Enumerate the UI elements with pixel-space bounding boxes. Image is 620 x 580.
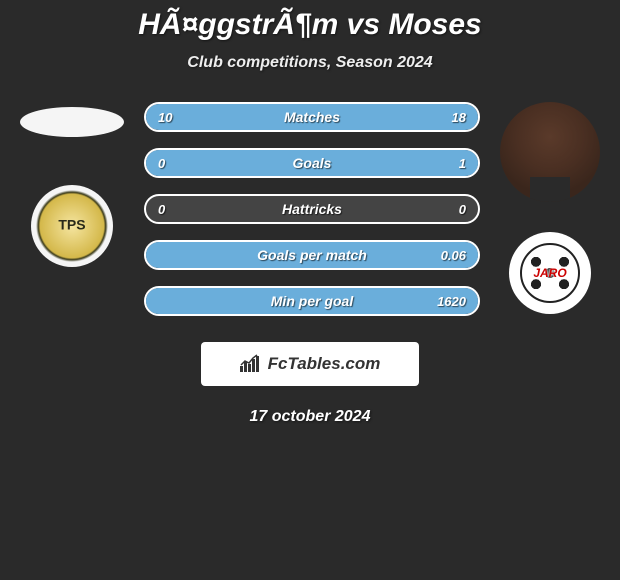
stat-label: Matches xyxy=(284,109,340,125)
subtitle: Club competitions, Season 2024 xyxy=(187,54,432,72)
stat-bar: 0 Hattricks 0 xyxy=(144,194,480,224)
stat-left-value: 10 xyxy=(158,110,172,125)
stat-left-value: 0 xyxy=(158,202,165,217)
stat-right-value: 1620 xyxy=(437,294,466,309)
stat-bar: 0 Goals 1 xyxy=(144,148,480,178)
stat-bar: Goals per match 0.06 xyxy=(144,240,480,270)
main-row: 10Matches180Goals10Hattricks0Goals per m… xyxy=(0,102,620,316)
soccer-ball-icon xyxy=(520,243,580,303)
stat-left-value: 0 xyxy=(158,156,165,171)
stat-right-value: 0.06 xyxy=(441,248,466,263)
comparison-card: HÃ¤ggstrÃ¶m vs Moses Club competitions, … xyxy=(0,0,620,426)
stat-bar: Min per goal 1620 xyxy=(144,286,480,316)
stat-right-value: 0 xyxy=(459,202,466,217)
stat-label: Min per goal xyxy=(271,293,353,309)
stat-label: Hattricks xyxy=(282,201,342,217)
bar-chart-icon xyxy=(240,354,262,374)
team-badge-left xyxy=(31,185,113,267)
stat-bar: 10 Matches 18 xyxy=(144,102,480,132)
page-title: HÃ¤ggstrÃ¶m vs Moses xyxy=(138,8,481,42)
footer-date: 17 october 2024 xyxy=(250,408,371,426)
brand-box[interactable]: FcTables.com xyxy=(201,342,419,386)
team-badge-right xyxy=(509,232,591,314)
left-column xyxy=(0,102,144,267)
stat-label: Goals xyxy=(293,155,332,171)
player-avatar-left xyxy=(20,107,124,137)
stats-column: 10Matches180Goals10Hattricks0Goals per m… xyxy=(144,102,480,316)
player-avatar-right xyxy=(500,102,600,202)
stat-right-value: 1 xyxy=(459,156,466,171)
stat-label: Goals per match xyxy=(257,247,367,263)
stat-right-value: 18 xyxy=(452,110,466,125)
brand-text: FcTables.com xyxy=(268,354,381,374)
right-column xyxy=(480,102,620,314)
